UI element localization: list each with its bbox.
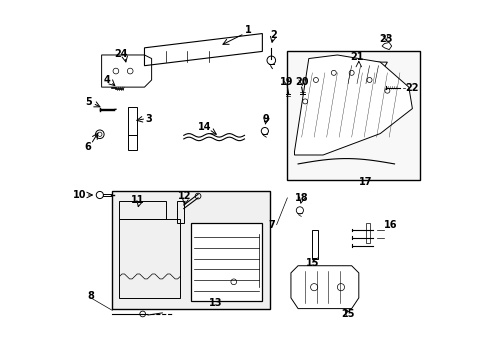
Text: 16: 16 [384, 220, 397, 230]
Bar [112, 191, 269, 309]
Text: 19: 19 [279, 77, 292, 87]
Text: 24: 24 [114, 49, 128, 59]
Text: 12: 12 [178, 191, 191, 201]
Bar [128, 135, 137, 150]
Bar [176, 202, 183, 223]
Text: 20: 20 [295, 77, 308, 87]
Bar [190, 223, 262, 301]
Text: 13: 13 [209, 298, 222, 308]
Text: 3: 3 [145, 113, 152, 123]
Text: 4: 4 [103, 75, 110, 85]
Text: 15: 15 [305, 258, 319, 268]
Polygon shape [294, 55, 411, 155]
Text: 8: 8 [87, 291, 94, 301]
Text: 23: 23 [378, 34, 391, 44]
Text: 21: 21 [349, 52, 363, 62]
Text: 22: 22 [405, 83, 418, 93]
Bar [312, 230, 317, 258]
Bar [365, 223, 369, 243]
Text: 17: 17 [359, 177, 372, 187]
Text: 6: 6 [84, 142, 90, 152]
Text: 1: 1 [244, 25, 251, 35]
Text: 9: 9 [262, 113, 269, 123]
Text: 11: 11 [130, 195, 144, 205]
Text: 14: 14 [197, 122, 211, 132]
Bar [128, 107, 137, 135]
Text: 5: 5 [85, 97, 92, 107]
Text: 2: 2 [270, 30, 277, 40]
Text: 25: 25 [341, 309, 354, 319]
Bar [287, 51, 419, 180]
Text: 10: 10 [73, 190, 86, 200]
Text: 7: 7 [267, 220, 274, 230]
Text: 18: 18 [294, 193, 308, 203]
